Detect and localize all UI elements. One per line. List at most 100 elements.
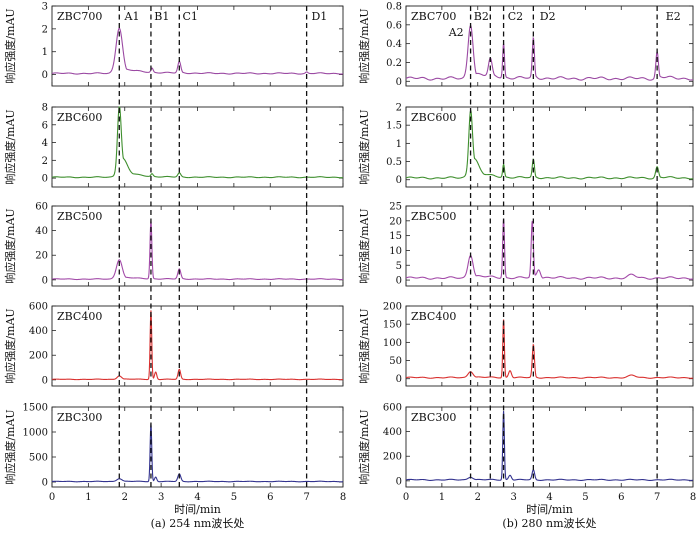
sample-label: ZBC400 bbox=[57, 310, 102, 323]
peak-label: C1 bbox=[183, 10, 198, 23]
y-tick-label: 0.2 bbox=[386, 58, 402, 69]
x-tick-label: 4 bbox=[546, 492, 552, 503]
x-tick-label: 5 bbox=[582, 492, 588, 503]
panel-caption: (a) 254 nm波长处 bbox=[151, 517, 245, 530]
y-tick-label: 1500 bbox=[23, 403, 48, 414]
y-tick-label: 5 bbox=[396, 261, 402, 272]
y-tick-label: 1.5 bbox=[386, 121, 402, 132]
series-line-zbc500 bbox=[405, 218, 694, 280]
chart-row-zbc400: 0 50 100 150 200 ZBC400 响应强度/mAU bbox=[357, 302, 694, 387]
y-tick-label: 40 bbox=[35, 226, 48, 237]
y-tick-label: 15 bbox=[389, 231, 402, 242]
y-axis-label: 响应强度/mAU bbox=[3, 308, 17, 383]
panel-b: 0 0.2 0.4 0.6 0.8 ZBC700 响应强度/mAU 0 0.5 1 1.5 2 ZBC6… bbox=[357, 2, 696, 531]
y-tick-label: 20 bbox=[35, 251, 48, 262]
series-line-zbc600 bbox=[405, 108, 694, 180]
y-tick-label: 400 bbox=[29, 326, 48, 337]
y-axis-label: 响应强度/mAU bbox=[357, 409, 371, 484]
chart-row-zbc600: 0 2 4 6 8 ZBC600 响应强度/mAU bbox=[3, 103, 344, 188]
x-tick-label: 2 bbox=[475, 492, 481, 503]
peak-label: B1 bbox=[154, 10, 169, 23]
x-tick-label: 3 bbox=[158, 492, 164, 503]
y-tick-label: 200 bbox=[383, 452, 402, 463]
y-tick-label: 100 bbox=[383, 338, 402, 349]
series-line-zbc400 bbox=[405, 319, 694, 379]
peak-label: B2 bbox=[474, 10, 489, 23]
y-axis-label: 响应强度/mAU bbox=[357, 308, 371, 383]
x-tick-label: 7 bbox=[654, 492, 660, 503]
chart-row-zbc600: 0 0.5 1 1.5 2 ZBC600 响应强度/mAU bbox=[357, 103, 694, 188]
y-tick-label: 2 bbox=[42, 24, 48, 35]
sample-label: ZBC700 bbox=[57, 10, 102, 23]
peak-label: A1 bbox=[124, 10, 140, 23]
y-tick-label: 1000 bbox=[23, 428, 48, 439]
y-tick-label: 500 bbox=[29, 453, 48, 464]
x-tick-label: 6 bbox=[618, 492, 624, 503]
panel-a: 0123ZBC700响应强度/mAU02468ZBC600响应强度/mAU020… bbox=[3, 2, 346, 531]
y-tick-label: 50 bbox=[389, 356, 402, 367]
sample-label: ZBC600 bbox=[411, 111, 456, 124]
sample-label: ZBC300 bbox=[411, 411, 456, 424]
x-tick-label: 1 bbox=[439, 492, 445, 503]
sample-label: ZBC700 bbox=[411, 10, 456, 23]
y-axis-label: 响应强度/mAU bbox=[357, 8, 371, 83]
y-tick-label: 200 bbox=[29, 351, 48, 362]
chart-row-zbc300: 0 200 400 600 ZBC300 0 1 2 3 4 5 6 7 8 响应强度/mAU bbox=[357, 403, 696, 504]
y-tick-label: 0 bbox=[42, 70, 48, 81]
series-line-zbc300 bbox=[51, 423, 344, 483]
y-tick-label: 0 bbox=[396, 476, 402, 487]
peak-label: E2 bbox=[666, 10, 681, 23]
y-tick-label: 2 bbox=[396, 103, 402, 114]
y-tick-label: 10 bbox=[389, 246, 402, 257]
y-tick-label: 6 bbox=[42, 120, 48, 131]
x-tick-label: 4 bbox=[194, 492, 200, 503]
y-tick-label: 20 bbox=[389, 216, 402, 227]
x-tick-label: 1 bbox=[85, 492, 91, 503]
y-tick-label: 0 bbox=[396, 374, 402, 385]
series-line-zbc500 bbox=[51, 220, 344, 281]
y-tick-label: 3 bbox=[42, 2, 48, 13]
x-tick-label: 0 bbox=[49, 492, 55, 503]
y-axis-label: 响应强度/mAU bbox=[3, 8, 17, 83]
y-tick-label: 0 bbox=[396, 276, 402, 287]
y-tick-label: 0 bbox=[42, 275, 48, 286]
y-tick-label: 0 bbox=[42, 375, 48, 386]
y-tick-label: 4 bbox=[42, 138, 48, 149]
series-line-zbc400 bbox=[51, 310, 344, 381]
y-tick-label: 0 bbox=[396, 175, 402, 186]
x-tick-label: 3 bbox=[510, 492, 516, 503]
chart-row-zbc400: 0 200 400 600 ZBC400 响应强度/mAU bbox=[3, 302, 344, 387]
chart-row-zbc500: 0 20 40 60 ZBC500 响应强度/mAU bbox=[3, 202, 344, 287]
y-tick-label: 0 bbox=[42, 174, 48, 185]
y-axis-label: 响应强度/mAU bbox=[357, 208, 371, 283]
peak-label: C2 bbox=[508, 10, 523, 23]
peak-label: D1 bbox=[311, 10, 327, 23]
x-tick-label: 6 bbox=[267, 492, 273, 503]
x-tick-label: 2 bbox=[122, 492, 128, 503]
sample-label: ZBC500 bbox=[57, 210, 102, 223]
y-tick-label: 0 bbox=[396, 77, 402, 88]
sample-label: ZBC600 bbox=[57, 111, 102, 124]
y-tick-label: 600 bbox=[29, 302, 48, 313]
series-line-zbc600 bbox=[51, 106, 344, 179]
y-tick-label: 25 bbox=[389, 202, 402, 213]
y-tick-label: 0.6 bbox=[386, 20, 402, 31]
x-tick-label: 8 bbox=[340, 492, 346, 503]
chart-row-zbc700: 0 1 2 3 ZBC700 响应强度/mAU bbox=[3, 2, 344, 87]
x-axis-label: 时间/min bbox=[174, 503, 221, 516]
y-tick-label: 0.4 bbox=[386, 39, 402, 50]
peak-label: A2 bbox=[448, 26, 464, 39]
y-tick-label: 8 bbox=[42, 103, 48, 114]
y-tick-label: 2 bbox=[42, 156, 48, 167]
chart-row-zbc500: 0 5 10 15 20 25 ZBC500 响应强度/mAU bbox=[357, 202, 694, 287]
sample-label: ZBC500 bbox=[411, 210, 456, 223]
y-axis-label: 响应强度/mAU bbox=[3, 208, 17, 283]
y-tick-label: 1 bbox=[396, 139, 402, 150]
chart-row-zbc700: 0 0.2 0.4 0.6 0.8 ZBC700 响应强度/mAU bbox=[357, 2, 694, 88]
y-tick-label: 0.8 bbox=[386, 2, 402, 13]
y-tick-label: 1 bbox=[42, 47, 48, 58]
y-axis-label: 响应强度/mAU bbox=[3, 409, 17, 484]
x-tick-label: 7 bbox=[303, 492, 309, 503]
sample-label: ZBC400 bbox=[411, 310, 456, 323]
x-tick-label: 8 bbox=[690, 492, 696, 503]
